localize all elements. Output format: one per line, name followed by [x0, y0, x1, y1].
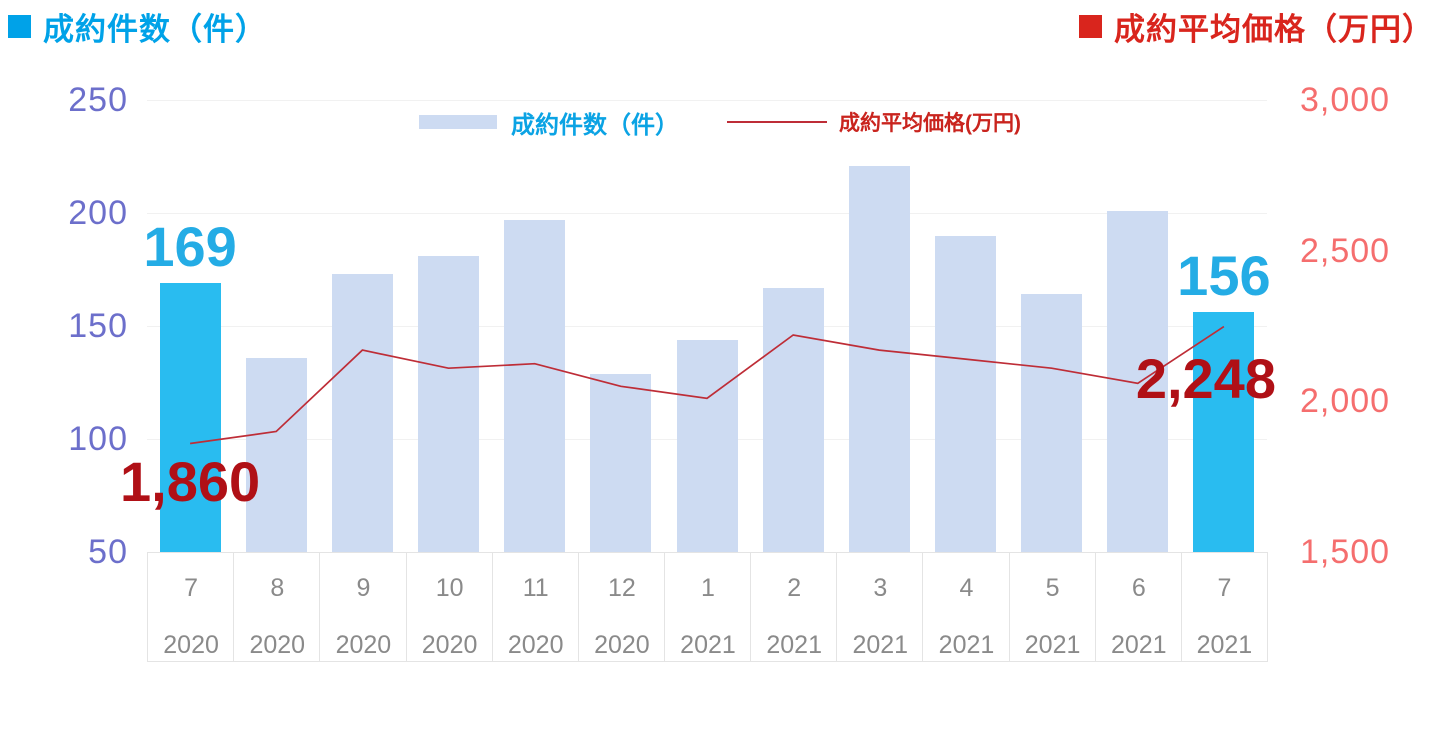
left-axis-tick-250: 250 [68, 81, 128, 119]
x-label-year: 2020 [507, 631, 564, 659]
price-line[interactable] [189, 325, 1225, 445]
chart-title-right: 成約平均価格（万円） [1079, 4, 1434, 49]
x-label-month: 9 [356, 574, 371, 602]
right-axis-tick-1500: 1,500 [1300, 533, 1391, 571]
bar-2020-8[interactable] [245, 357, 307, 552]
right-axis-tick-2500: 2,500 [1300, 231, 1391, 270]
x-label-month: 1 [701, 574, 715, 602]
left-axis-tick-100: 100 [68, 420, 128, 458]
bar-2021-5[interactable] [1021, 294, 1083, 552]
x-label-month: 3 [873, 574, 888, 602]
x-axis-cell-2020-9: 9 2020 [319, 552, 407, 662]
right-axis-tick-2000: 2,000 [1300, 382, 1391, 421]
legend-label-line: 成約平均価格(万円) [839, 112, 1021, 135]
blue-square-icon [8, 15, 31, 38]
x-label-month: 10 [435, 574, 464, 602]
bar-2021-2[interactable] [762, 287, 824, 552]
x-label-year: 2020 [249, 631, 306, 659]
x-label-month: 8 [270, 574, 285, 602]
x-label-year: 2021 [1196, 631, 1253, 659]
x-axis-cell-2020-10: 10 2020 [405, 552, 493, 662]
bar-2021-4[interactable] [935, 235, 996, 552]
x-label-month: 11 [522, 574, 549, 602]
x-axis-cell-2021-5: 5 2021 [1008, 552, 1096, 662]
x-axis-cell-2021-4: 4 2021 [922, 552, 1010, 662]
bar-2020-9[interactable] [331, 274, 393, 552]
x-axis-cell-2021-7: 7 2021 [1180, 552, 1268, 662]
chart-legend: 成約件数（件） 成約平均価格(万円) [0, 103, 1440, 141]
x-label-month: 7 [184, 574, 199, 602]
gridline-200 [147, 213, 1267, 214]
red-square-icon [1079, 15, 1102, 38]
x-label-month: 12 [607, 574, 636, 602]
x-label-year: 2021 [852, 631, 909, 659]
data-label-156: 156 [1177, 244, 1271, 308]
bar-2020-10[interactable] [418, 255, 479, 552]
data-label-1860: 1,860 [120, 449, 261, 513]
bar-2021-6[interactable] [1107, 210, 1169, 552]
right-axis-tick-3000: 3,000 [1300, 81, 1391, 119]
x-label-month: 4 [959, 574, 974, 602]
bar-2021-3[interactable] [848, 165, 910, 552]
legend-item-bars[interactable]: 成約件数（件） [419, 105, 679, 140]
left-axis-tick-150: 150 [68, 307, 128, 345]
gridline-150 [147, 326, 1267, 327]
bar-2020-11[interactable] [504, 219, 566, 552]
x-axis-cell-2021-1: 1 2021 [663, 552, 752, 662]
x-axis-cell-2020-11: 11 2020 [491, 552, 579, 662]
bar-series-swatch-icon [419, 115, 497, 129]
x-axis-cell-2021-6: 6 2021 [1094, 552, 1182, 662]
x-axis-cell-2021-2: 2 2021 [750, 552, 838, 662]
x-label-month: 6 [1131, 574, 1146, 602]
x-label-year: 2020 [163, 631, 219, 659]
gridline-250 [147, 100, 1267, 101]
bar-2020-7[interactable] [159, 283, 221, 552]
x-label-year: 2021 [680, 631, 736, 659]
x-label-year: 2021 [1024, 631, 1081, 659]
x-label-month: 7 [1217, 574, 1232, 602]
x-label-year: 2020 [335, 631, 392, 659]
x-label-month: 2 [787, 574, 802, 602]
x-axis-cell-2020-7: 7 2020 [147, 552, 235, 662]
x-label-year: 2020 [421, 631, 478, 659]
x-axis-cell-2020-12: 12 2020 [577, 552, 665, 662]
bar-2021-1[interactable] [676, 339, 738, 552]
bar-2021-7[interactable] [1193, 312, 1255, 552]
x-label-year: 2021 [766, 631, 822, 659]
chart-title-left-text: 成約件数（件） [43, 12, 267, 47]
left-axis-tick-50: 50 [88, 533, 128, 571]
legend-item-line[interactable]: 成約平均価格(万円) [727, 107, 1021, 137]
x-label-year: 2021 [1110, 631, 1167, 659]
data-label-2248: 2,248 [1135, 346, 1276, 410]
line-series-swatch-icon [727, 121, 827, 123]
x-axis-cell-2021-3: 3 2021 [836, 552, 924, 662]
data-label-169: 169 [143, 215, 237, 279]
legend-label-bars: 成約件数（件） [511, 111, 679, 139]
left-axis-tick-200: 200 [68, 194, 128, 232]
bar-2020-12[interactable] [590, 373, 652, 552]
chart-title-left: 成約件数（件） [8, 4, 267, 49]
x-label-year: 2020 [594, 631, 650, 659]
x-label-month: 5 [1045, 574, 1060, 602]
chart-title-right-text: 成約平均価格（万円） [1114, 12, 1434, 47]
x-label-year: 2021 [938, 631, 995, 659]
x-axis-cell-2020-8: 8 2020 [233, 552, 321, 662]
